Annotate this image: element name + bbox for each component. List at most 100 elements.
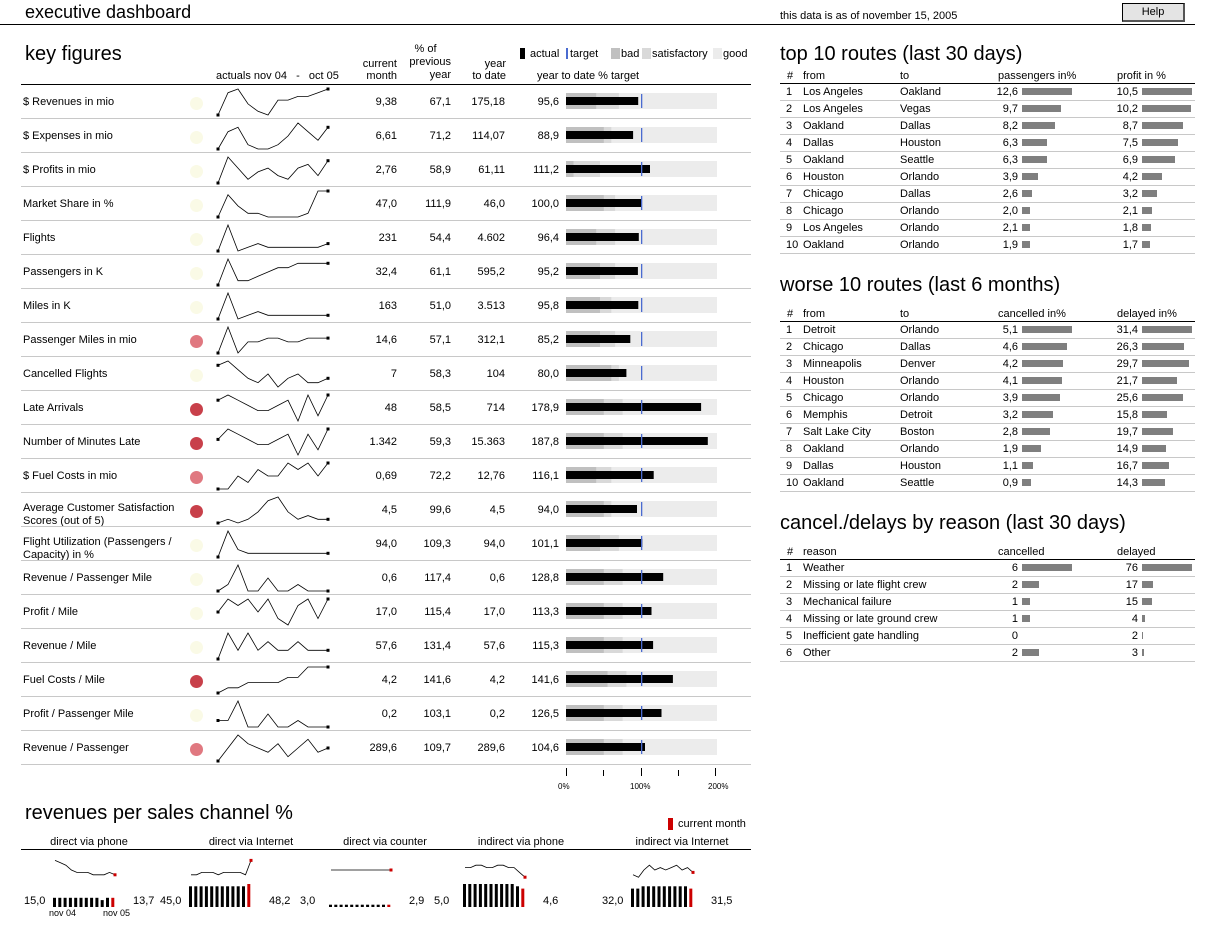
second-metric-value: 2,1: [1122, 205, 1138, 217]
channel-bar: [510, 884, 514, 907]
bullet-actual: [566, 233, 639, 241]
bullet-target: [641, 366, 643, 380]
channel-bar: [489, 884, 493, 907]
row-divider: [780, 117, 1195, 118]
row-divider: [780, 593, 1195, 594]
channel-bar: [376, 904, 380, 907]
row-divider: [21, 560, 751, 561]
row-divider: [780, 151, 1195, 152]
sparkline: [216, 597, 330, 626]
legend-target-swatch: [566, 48, 568, 59]
key-figure-label: Average Customer Satisfaction Scores (ou…: [23, 502, 175, 527]
sparkline-line: [217, 88, 329, 116]
channel-line-end: [113, 873, 117, 877]
bullet-target: [641, 638, 643, 652]
channel-bar: [189, 886, 192, 907]
key-figure-row: Profit / Passenger Mile 0,2 103,1 0,2 126,5: [21, 697, 751, 731]
sparkline-line: [217, 122, 329, 150]
row-divider: [780, 627, 1195, 628]
channel-bar: [194, 886, 198, 907]
ytd-value: 61,11: [478, 164, 505, 176]
delayed-value: 15: [1125, 596, 1138, 608]
key-figure-row: $ Profits in mio 2,76 58,9 61,11 111,2: [21, 153, 751, 187]
row-divider: [21, 696, 751, 697]
sparkline-line: [218, 700, 328, 728]
first-metric-bar: [1022, 224, 1031, 231]
prev-year-value: 58,9: [429, 164, 451, 176]
second-metric-value: 10,5: [1116, 86, 1138, 98]
route-from: Los Angeles: [803, 103, 863, 115]
second-metric-value: 4,2: [1122, 171, 1138, 183]
channel-bar: [204, 886, 208, 907]
key-figure-row: Revenue / Mile 57,6 131,4 57,6 115,3: [21, 629, 751, 663]
current-month-value: 0,2: [381, 708, 397, 720]
ytd-target-value: 113,3: [532, 606, 559, 618]
row-number: 1: [786, 324, 793, 336]
route-from: Chicago: [803, 392, 844, 404]
col-ytd-target: year to date % target: [537, 70, 640, 82]
help-button[interactable]: Help: [1122, 3, 1185, 22]
second-metric-value: 19,7: [1116, 426, 1138, 438]
row-number: 3: [786, 596, 793, 608]
legend-satisfactory-swatch: [642, 48, 651, 59]
sparkline-start: [216, 589, 220, 593]
channel-line-end: [389, 868, 393, 872]
sparkline-end: [326, 125, 330, 129]
sparkline: [216, 360, 330, 388]
sparkline-line: [217, 393, 329, 423]
sparkline: [216, 257, 330, 287]
channel-bar: [478, 884, 482, 907]
first-metric-value: 9,7: [1002, 103, 1018, 115]
first-metric-value: 3,2: [1002, 409, 1018, 421]
delayed-bar: [1142, 581, 1154, 588]
bullet-actual: [566, 131, 634, 139]
ytd-target-value: 101,1: [531, 538, 559, 550]
row-number: 4: [786, 375, 793, 387]
row-divider: [21, 186, 751, 187]
sparkline-end: [326, 189, 330, 193]
ytd-value: 12,76: [477, 470, 505, 482]
reason-label: Other: [803, 647, 831, 659]
row-divider: [21, 628, 751, 629]
route-from: Oakland: [803, 154, 844, 166]
ytd-value: 104: [486, 368, 505, 380]
channel-bar: [505, 884, 509, 907]
table-header: from: [803, 308, 825, 320]
prev-year-value: 71,2: [429, 130, 451, 142]
key-figure-label: Flights: [23, 232, 56, 244]
key-figure-row: Average Customer Satisfaction Scores (ou…: [21, 493, 751, 527]
sparkline: [216, 700, 330, 729]
channel-end-value: 4,6: [543, 895, 559, 907]
row-divider: [780, 338, 1195, 339]
sparkline: [216, 665, 330, 695]
first-metric-value: 6,3: [1002, 154, 1018, 166]
channel-bar: [63, 897, 67, 907]
prev-year-value: 58,5: [429, 402, 451, 414]
legend-good-swatch: [713, 48, 722, 59]
second-metric-bar: [1142, 173, 1162, 180]
route-from: Oakland: [803, 443, 844, 455]
worse-routes-title: worse 10 routes (last 6 months): [780, 274, 1061, 296]
channel-name: indirect via Internet: [635, 836, 729, 848]
row-divider: [21, 730, 751, 731]
status-indicator: [190, 267, 203, 280]
route-from: Dallas: [803, 460, 834, 472]
channel-bar: [58, 897, 62, 907]
bullet-graph: [566, 569, 717, 585]
ytd-value: 46,0: [483, 198, 505, 210]
ytd-value: 114,07: [472, 130, 505, 142]
second-metric-bar: [1142, 207, 1152, 214]
channel-bar: [516, 886, 519, 907]
channel-sparkline: [631, 864, 695, 907]
bullet-actual: [566, 505, 637, 513]
channel-bar: [329, 904, 332, 907]
channel-start-value: 32,0: [602, 895, 624, 907]
first-metric-bar: [1022, 462, 1033, 469]
prev-year-value: 109,7: [423, 742, 451, 754]
channel-bar: [636, 888, 640, 907]
key-figure-label: Revenue / Passenger: [23, 742, 129, 754]
route-to: Seattle: [900, 154, 935, 166]
row-number: 6: [786, 171, 793, 183]
table-row: 7 Salt Lake City Boston 2,8 19,7: [780, 424, 1195, 441]
channel-bar: [468, 884, 472, 907]
